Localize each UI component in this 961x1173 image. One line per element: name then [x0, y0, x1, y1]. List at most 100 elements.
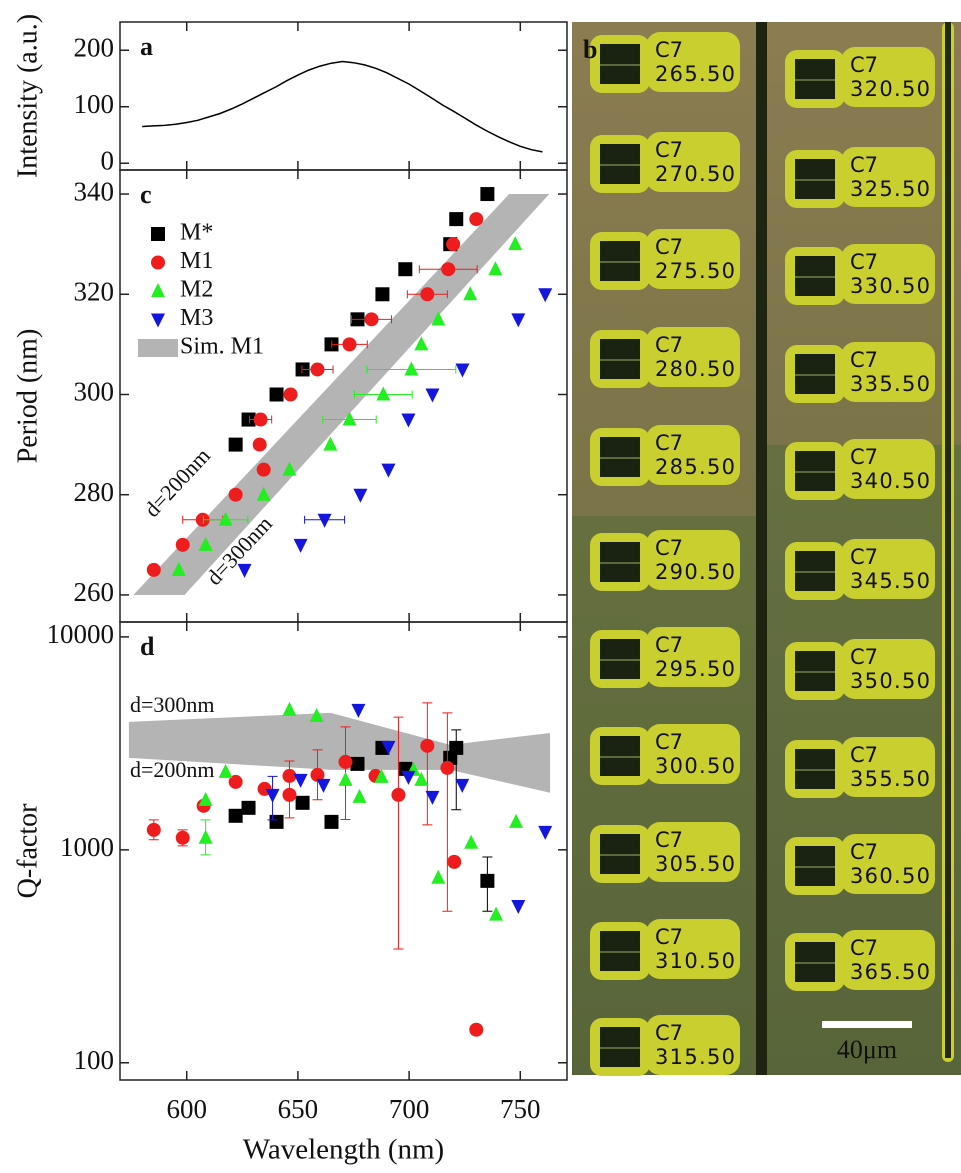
panel-label: a: [140, 32, 153, 61]
marker-triangle-down: [316, 778, 331, 793]
marker-circle: [420, 287, 435, 302]
marker-triangle-up: [198, 791, 213, 806]
chip-period: 325.50: [850, 177, 930, 201]
marker-triangle-down: [538, 288, 553, 303]
marker-circle: [253, 412, 268, 427]
y-axis-label: Period (nm): [12, 329, 43, 464]
y-error-bar: [442, 712, 453, 912]
marker-triangle-down: [425, 388, 440, 403]
label-pad: [646, 724, 740, 784]
chip-period: 350.50: [850, 669, 930, 693]
chip-name: C7: [850, 645, 878, 669]
chip-period: 365.50: [850, 960, 930, 984]
panel-label: d: [140, 632, 155, 661]
y-tick-label: 10000: [47, 619, 115, 649]
marker-triangle-up: [509, 813, 524, 828]
marker-triangle-down: [353, 488, 368, 503]
y-tick-label: 100: [74, 89, 115, 119]
chip-name: C7: [850, 936, 878, 960]
x-tick-label: 700: [389, 1094, 430, 1124]
marker-circle: [146, 822, 161, 837]
legend-label: Sim. M1: [180, 334, 264, 360]
y-axis-label: Q-factor: [12, 803, 43, 899]
chip-name: C7: [655, 38, 683, 62]
chip-period: 345.50: [850, 569, 930, 593]
marker-triangle-down: [455, 363, 470, 378]
marker-triangle-down: [317, 513, 332, 528]
chip-period: 270.50: [655, 162, 735, 186]
label-pad: [646, 530, 740, 590]
marker-square: [449, 212, 464, 227]
marker-circle: [364, 312, 379, 327]
y-axis-label: Intensity (a.u.): [12, 14, 43, 178]
label-pad: [841, 639, 935, 699]
label-pad: [646, 132, 740, 192]
chip-name: C7: [850, 153, 878, 177]
y-tick-label: 0: [101, 145, 115, 175]
marker-triangle-up: [198, 829, 213, 844]
chip-name: C7: [850, 250, 878, 274]
marker-circle: [420, 738, 435, 753]
scale-bar-label: 40μm: [837, 1035, 897, 1064]
marker-circle: [310, 362, 325, 377]
marker-triangle-up: [171, 561, 186, 576]
chip-period: 300.50: [655, 754, 735, 778]
marker-triangle-up: [309, 707, 324, 722]
marker-circle: [391, 787, 406, 802]
spectrum-line: [142, 60, 543, 153]
marker-triangle-up: [431, 869, 446, 884]
chip-name: C7: [655, 925, 683, 949]
scale-bar: [822, 1021, 912, 1028]
marker-triangle-up: [198, 536, 213, 551]
marker-circle: [338, 754, 353, 769]
chip-name: C7: [655, 235, 683, 259]
marker-circle: [440, 760, 455, 775]
legend-marker: [151, 313, 165, 328]
marker-square: [350, 756, 365, 771]
marker-square: [324, 814, 339, 829]
legend-label: M1: [180, 248, 213, 274]
marker-triangle-up: [431, 311, 446, 326]
micrograph-region: [572, 516, 767, 1075]
label-pad: [646, 32, 740, 92]
marker-square: [480, 187, 495, 202]
y-tick-label: 1000: [60, 832, 114, 862]
chip-name: C7: [655, 828, 683, 852]
legend-label: M3: [180, 305, 213, 331]
label-pad: [646, 822, 740, 882]
marker-square: [375, 287, 390, 302]
marker-triangle-up: [488, 261, 503, 276]
chip-name: C7: [655, 633, 683, 657]
marker-triangle-down: [381, 740, 396, 755]
marker-circle: [469, 212, 484, 227]
marker-triangle-down: [401, 413, 416, 428]
legend-label: M*: [180, 220, 213, 246]
marker-square: [241, 412, 256, 427]
marker-triangle-down: [381, 463, 396, 478]
marker-triangle-down: [293, 538, 308, 553]
marker-circle: [146, 562, 161, 577]
marker-circle: [195, 512, 210, 527]
marker-circle: [282, 787, 297, 802]
marker-square: [269, 387, 284, 402]
marker-circle: [256, 462, 271, 477]
marker-triangle-up: [256, 486, 271, 501]
label-pad: [646, 627, 740, 687]
chip-name: C7: [850, 840, 878, 864]
chip-period: 335.50: [850, 372, 930, 396]
micrograph-panel: C7265.50C7270.50C7275.50C7280.50C7285.50…: [572, 22, 961, 1076]
marker-square: [449, 740, 464, 755]
marker-circle: [446, 237, 461, 252]
marker-circle: [283, 387, 298, 402]
legend-marker: [151, 283, 165, 297]
chip-name: C7: [655, 431, 683, 455]
marker-triangle-down: [265, 788, 280, 803]
marker-triangle-up: [508, 236, 523, 251]
label-pad: [841, 737, 935, 797]
chip-period: 285.50: [655, 455, 735, 479]
label-pad: [646, 425, 740, 485]
y-tick-label: 100: [74, 1045, 115, 1075]
marker-triangle-down: [538, 825, 553, 840]
chip-period: 330.50: [850, 274, 930, 298]
chip-period: 290.50: [655, 560, 735, 584]
